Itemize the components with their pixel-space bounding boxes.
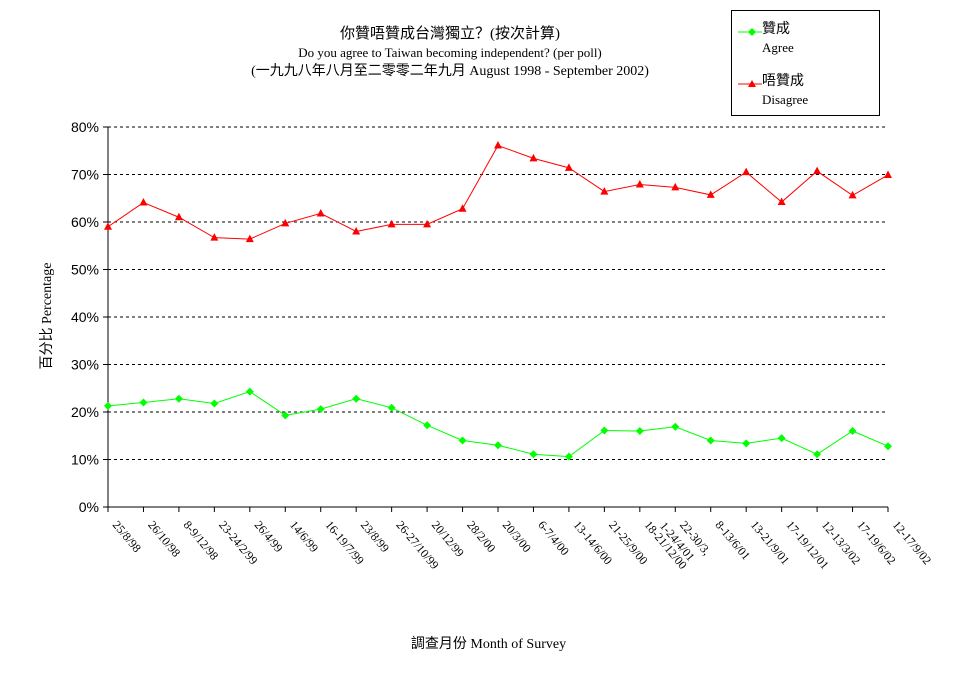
legend-markers	[738, 28, 762, 87]
agree-point	[423, 421, 432, 430]
legend-item-agree: 贊成 Agree	[762, 21, 794, 57]
x-tick-label: 20/3/00	[500, 518, 534, 555]
agree-point	[104, 401, 112, 410]
disagree-point	[564, 163, 573, 171]
legend-item-disagree: 唔贊成 Disagree	[762, 73, 808, 109]
legend: 贊成 Agree 唔贊成 Disagree	[731, 10, 880, 116]
agree-point	[600, 426, 609, 435]
x-axis-label: 調查月份 Month of Survey	[410, 637, 567, 652]
disagree-point	[813, 166, 822, 175]
agree-point	[635, 427, 644, 435]
chart-title: 你贊唔贊成台灣獨立？(按次計算) Do you agree to Taiwan …	[0, 24, 900, 82]
y-axis-label: 百分比 Percentage	[40, 262, 55, 370]
title-english: Do you agree to Taiwan becoming independ…	[298, 45, 602, 60]
legend-disagree-en: Disagree	[762, 92, 809, 107]
x-tick-label: 8-13/6/01	[712, 518, 753, 563]
agree-point	[387, 403, 396, 412]
disagree-point	[600, 187, 609, 195]
agree-point	[777, 434, 786, 443]
disagree-point	[387, 219, 396, 228]
x-tick-label: 25/8/98	[110, 518, 144, 555]
y-tick-label: 50%	[71, 262, 99, 278]
x-tick-label: 26/4/99	[252, 518, 286, 555]
x-tick-label: 23/8/99	[358, 518, 392, 555]
agree-point	[316, 405, 325, 414]
disagree-point	[174, 212, 183, 221]
agree-point	[884, 442, 892, 451]
x-tick-label: 28/2/00	[464, 518, 498, 555]
disagree-point	[635, 179, 644, 188]
agree-point	[458, 436, 467, 445]
disagree-point	[529, 153, 538, 162]
disagree-point	[104, 222, 112, 230]
y-tick-label: 10%	[71, 452, 99, 468]
disagree-point	[671, 182, 680, 191]
agree-point	[139, 398, 148, 407]
legend-agree-en: Agree	[762, 40, 794, 55]
y-tick-label: 70%	[71, 167, 99, 183]
x-tick-label: 14/6/99	[287, 518, 321, 555]
disagree-point	[352, 227, 361, 235]
agree-point	[529, 450, 538, 459]
title-date-range: (一九九八年八月至二零零二年九月 August 1998 - September…	[251, 64, 649, 79]
disagree-point	[458, 204, 467, 212]
y-tick-label: 20%	[71, 404, 99, 420]
series-line-disagree	[107, 144, 889, 240]
disagree-point	[884, 170, 892, 178]
disagree-point	[742, 167, 751, 176]
y-tick-label: 0%	[79, 499, 99, 515]
agree-point	[848, 427, 857, 435]
disagree-point	[316, 208, 325, 217]
agree-point	[210, 399, 219, 408]
y-tick-label: 30%	[71, 357, 99, 373]
agree-point	[494, 441, 502, 450]
disagree-point	[706, 190, 715, 198]
agree-point	[281, 411, 290, 420]
x-tick-label: 8-9/12/98	[181, 518, 222, 563]
legend-disagree-triangle-icon	[748, 80, 756, 87]
agree-point	[245, 387, 254, 396]
agree-point	[564, 452, 573, 461]
agree-point	[742, 439, 751, 448]
disagree-point	[494, 141, 502, 149]
legend-agree-diamond-icon	[748, 28, 756, 36]
disagree-point	[139, 198, 148, 206]
disagree-point	[210, 233, 219, 241]
x-tick-label: 26/10/98	[145, 518, 183, 560]
y-tick-label: 60%	[71, 214, 99, 230]
disagree-point	[848, 190, 857, 199]
agree-point	[352, 394, 361, 403]
disagree-point	[423, 219, 432, 228]
agree-point	[671, 422, 680, 431]
title-chinese: 你贊唔贊成台灣獨立？(按次計算)	[340, 26, 560, 42]
agree-point	[706, 436, 715, 445]
disagree-point	[777, 197, 786, 206]
legend-agree-zh: 贊成	[762, 22, 790, 37]
disagree-point	[245, 234, 254, 243]
disagree-point	[281, 218, 290, 227]
y-tick-label: 80%	[71, 119, 99, 135]
legend-disagree-zh: 唔贊成	[762, 74, 804, 89]
agree-point	[174, 394, 183, 403]
agree-point	[813, 450, 822, 459]
y-tick-label: 40%	[71, 309, 99, 325]
x-tick-label: 6-7/4/00	[535, 518, 572, 558]
